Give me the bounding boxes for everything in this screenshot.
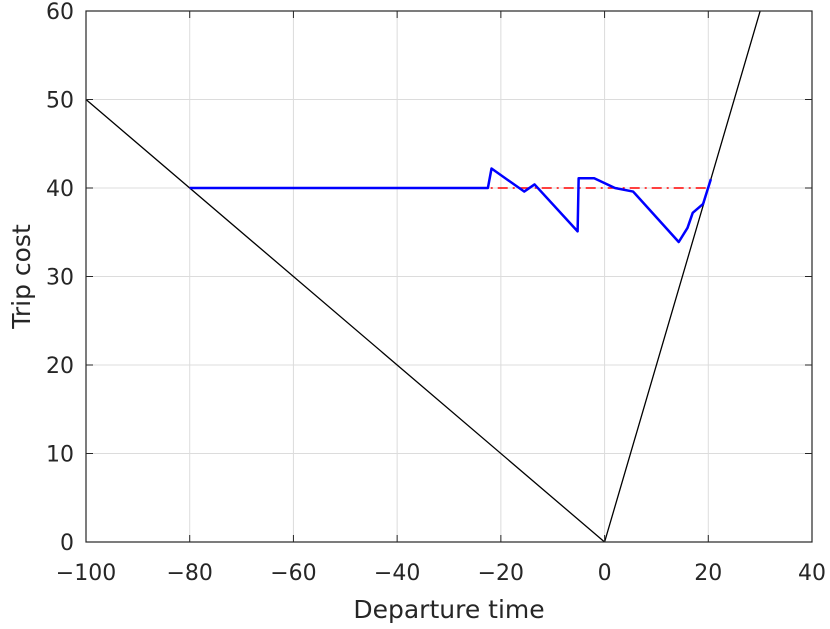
x-tick-label: −20 <box>478 561 524 586</box>
y-tick-label: 50 <box>46 89 74 114</box>
series-line-3 <box>189 167 713 244</box>
y-tick-label: 40 <box>46 177 74 202</box>
x-tick-label: −40 <box>374 561 420 586</box>
y-tick-label: 0 <box>60 531 74 556</box>
y-tick-label: 20 <box>46 354 74 379</box>
x-tick-label: −60 <box>270 561 316 586</box>
x-tick-label: −100 <box>56 561 116 586</box>
x-tick-label: 40 <box>798 561 826 586</box>
series-group <box>86 11 761 542</box>
x-tick-label: −80 <box>166 561 212 586</box>
y-axis-label: Trip cost <box>7 224 36 330</box>
y-tick-label: 10 <box>46 443 74 468</box>
tick-group: −100 −80 −60 −40 −20 0 20 40 0 10 20 30 40 50 60 <box>46 0 826 586</box>
x-axis-label: Departure time <box>353 595 544 624</box>
y-tick-label: 60 <box>46 0 74 25</box>
x-tick-label: 20 <box>694 561 722 586</box>
y-tick-label: 30 <box>46 266 74 291</box>
x-tick-label: 0 <box>598 561 612 586</box>
